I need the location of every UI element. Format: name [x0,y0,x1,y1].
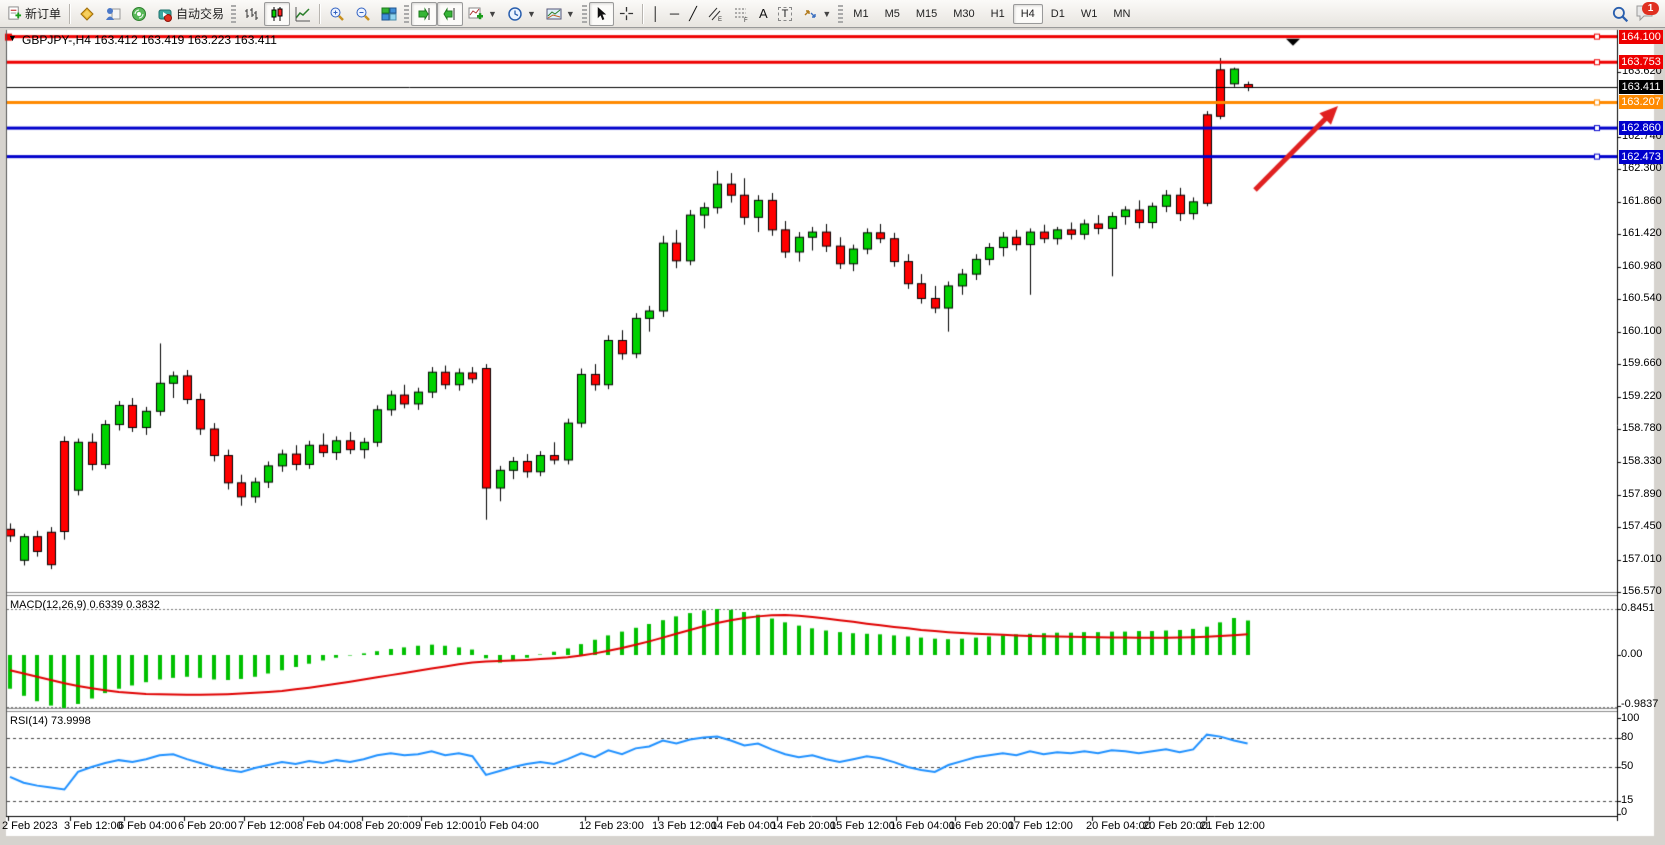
price-axis-tick: 158.330 [1622,455,1662,468]
price-axis-tick: 157.450 [1622,520,1662,533]
symbol-dropdown-icon[interactable]: ▼ [8,33,17,43]
date-axis-label: 7 Feb 12:00 [238,820,297,832]
price-axis-tick: 159.220 [1622,389,1662,402]
date-axis-label: 6 Feb 04:00 [118,820,177,832]
chart-title: GBPJPY-,H4 163.412 163.419 163.223 163.4… [22,33,277,47]
macd-label: MACD(12,26,9) 0.6339 0.3832 [10,599,160,611]
price-line-tag[interactable]: 163.411 [1619,80,1663,95]
price-axis-tick: 160.540 [1622,292,1662,305]
price-axis-tick: 161.420 [1622,227,1662,240]
date-axis-label: 15 Feb 12:00 [830,820,895,832]
date-axis-label: 8 Feb 20:00 [356,820,415,832]
macd-axis-label: 0.8451 [1621,602,1655,615]
price-axis-tick: 157.010 [1622,552,1662,565]
price-axis-tick: 156.570 [1622,585,1662,597]
price-axis-tick: 157.890 [1622,487,1662,500]
price-axis-tick: 158.780 [1622,422,1662,434]
rsi-axis-label: 100 [1621,712,1640,724]
date-axis-label: 20 Feb 20:00 [1143,820,1208,832]
date-axis-label: 3 Feb 12:00 [64,820,123,832]
date-axis-label: 8 Feb 04:00 [297,820,356,832]
rsi-axis-label: 50 [1621,760,1634,772]
price-line-tag[interactable]: 164.100 [1619,29,1663,44]
price-line-tag[interactable]: 162.860 [1619,121,1663,136]
price-axis-tick: 162.300 [1622,162,1662,175]
price-line-tag[interactable]: 163.753 [1619,55,1663,70]
macd-axis-label: -0.9837 [1621,698,1659,710]
date-axis-label: 14 Feb 20:00 [771,820,836,832]
price-line-tag[interactable]: 163.207 [1619,95,1663,110]
rsi-label: RSI(14) 73.9998 [10,715,91,727]
date-axis-label: 13 Feb 12:00 [652,820,717,832]
date-axis-label: 14 Feb 04:00 [711,820,776,832]
date-axis-label: 9 Feb 12:00 [415,820,474,832]
date-axis-label: 21 Feb 12:00 [1200,820,1265,832]
date-axis-label: 16 Feb 20:00 [949,820,1014,832]
rsi-axis-label: 15 [1621,794,1634,807]
date-axis-label: 12 Feb 23:00 [579,820,644,832]
price-axis-tick: 160.980 [1622,259,1662,272]
rsi-axis-label: 80 [1621,730,1634,743]
date-axis-label: 16 Feb 04:00 [890,820,955,832]
date-axis-label: 20 Feb 04:00 [1086,820,1151,832]
date-axis-label: 6 Feb 20:00 [178,820,237,832]
price-line-tag[interactable]: 162.473 [1619,149,1663,164]
date-axis-label: 10 Feb 04:00 [474,820,539,832]
date-axis-label: 17 Feb 12:00 [1008,820,1073,832]
date-axis-label: 2 Feb 2023 [2,820,58,832]
price-axis-tick: 160.100 [1622,324,1662,337]
rsi-axis-label: 0 [1621,806,1628,819]
macd-axis-label: 0.00 [1621,648,1643,660]
price-axis-tick: 159.660 [1622,357,1662,370]
price-axis-tick: 161.860 [1622,194,1662,207]
